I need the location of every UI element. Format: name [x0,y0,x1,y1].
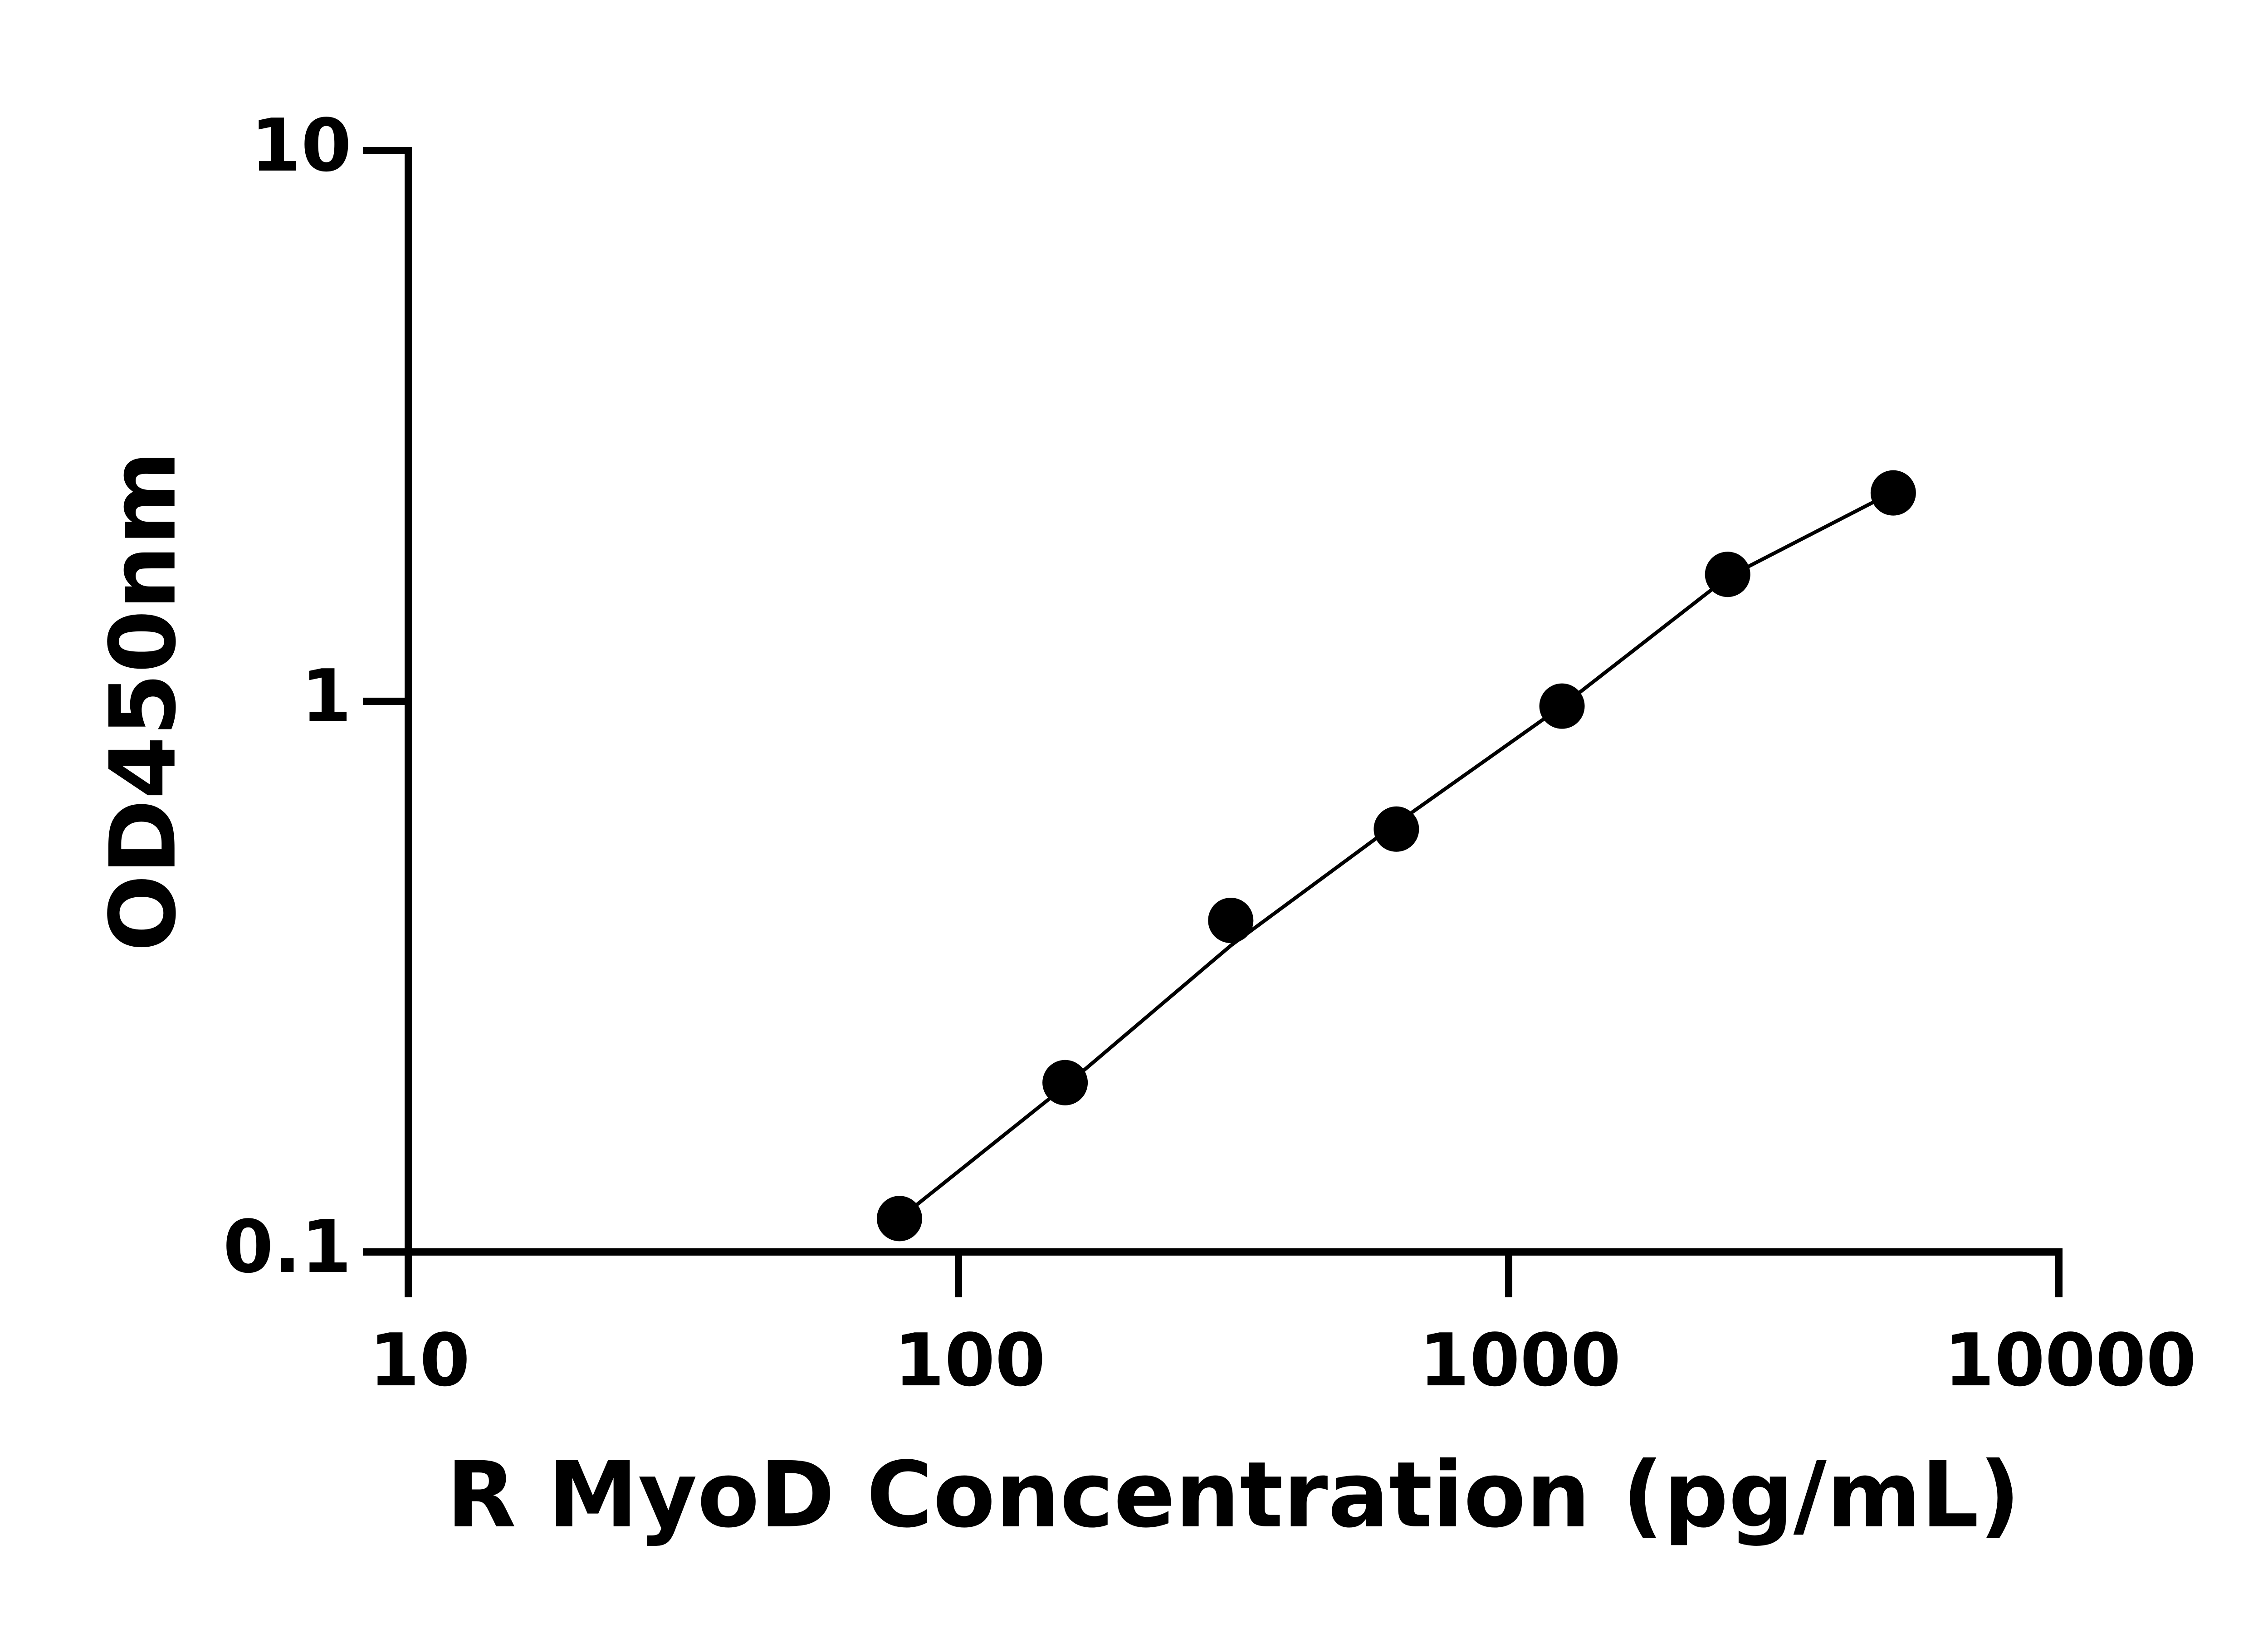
x-tick-label: 100 [894,1318,1046,1403]
y-tick-label: 0.1 [223,1204,352,1289]
data-point [1539,683,1585,729]
y-tick-label: 1 [301,654,352,738]
y-tick-label: 10 [250,103,352,188]
data-point [1374,806,1419,852]
data-point [1870,470,1916,516]
x-tick-label: 10000 [1944,1318,2197,1403]
x-tick-label: 1000 [1419,1318,1621,1403]
data-point [876,1196,922,1242]
x-tick-label: 10 [369,1318,470,1403]
x-axis-title: R MyoD Concentration (pg/mL) [446,1442,2020,1548]
data-point [1042,1060,1088,1105]
data-point [1208,898,1254,944]
data-point [1705,552,1750,597]
fit-curve [898,490,1894,1220]
y-axis-title: OD450nm [91,451,196,952]
